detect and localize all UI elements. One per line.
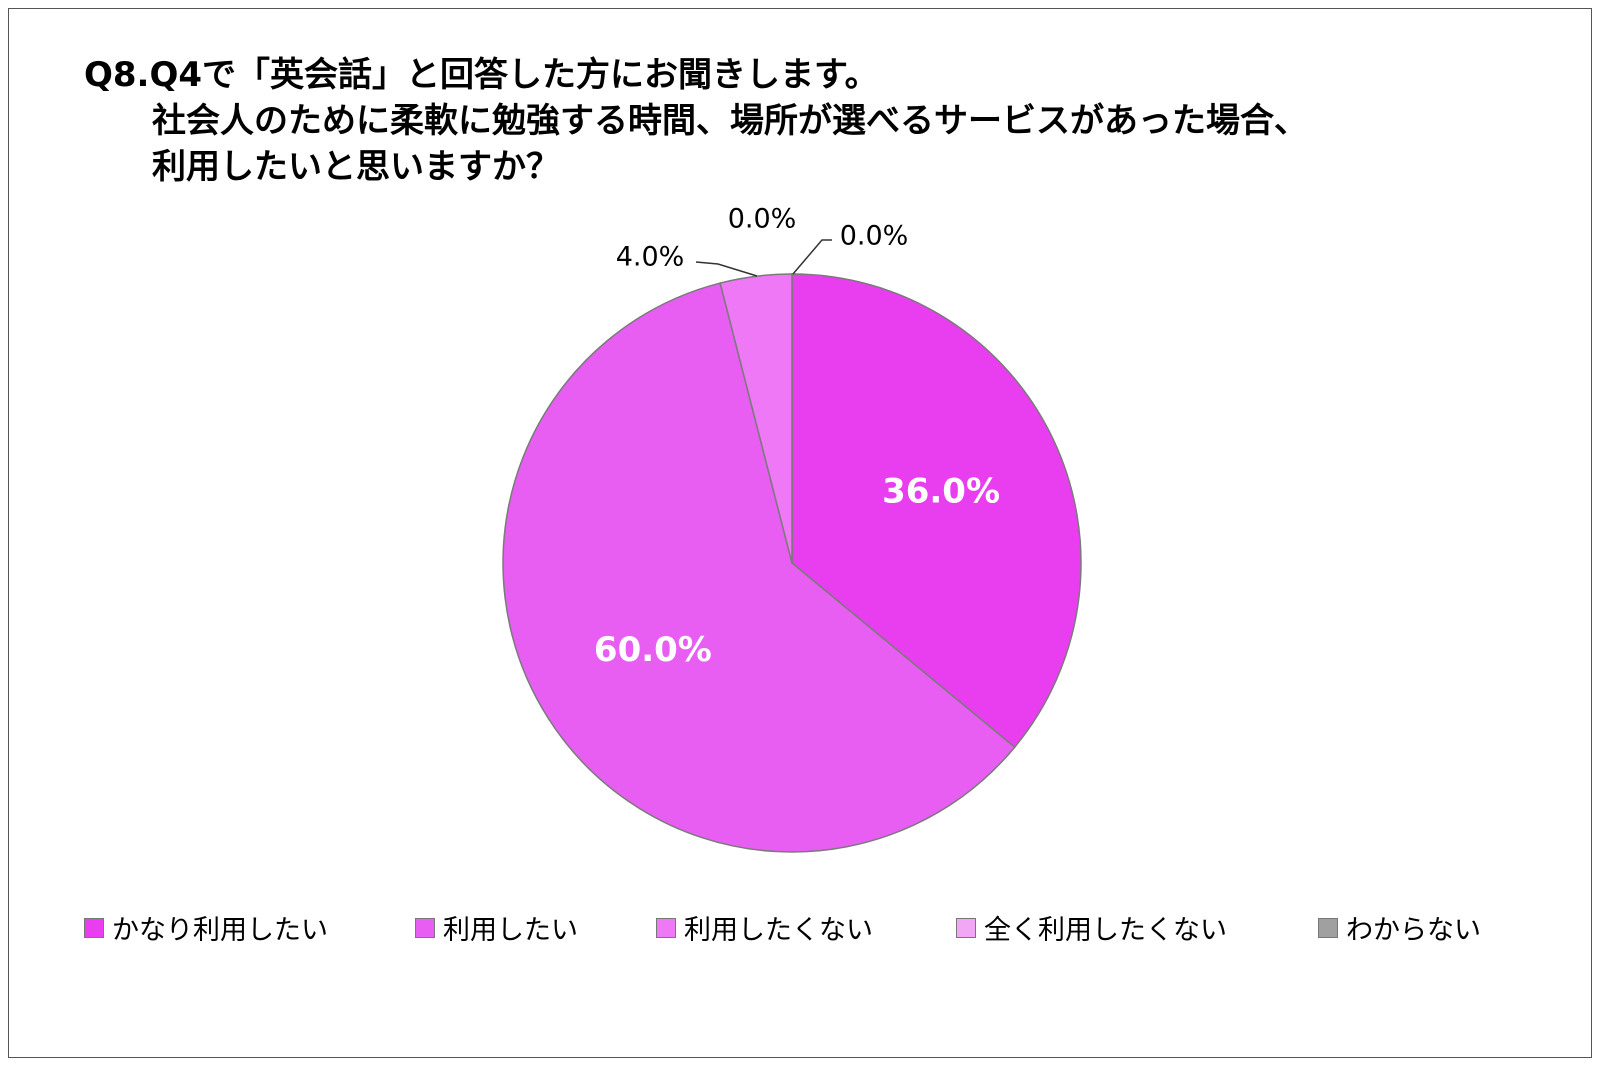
title-line-3: 利用したいと思いますか？ xyxy=(152,147,560,187)
legend-item-mattaku: 全く利用したくない xyxy=(956,908,1227,947)
legend-label: かなり利用したい xyxy=(112,915,328,946)
legend-label: わからない xyxy=(1346,915,1481,946)
slice-value-label: 4.0% xyxy=(616,242,685,273)
legend-label: 利用したい xyxy=(443,915,578,946)
slice-value-label: 0.0% xyxy=(840,221,909,252)
pie-slice xyxy=(791,273,1082,749)
legend-item-riyou: 利用したい xyxy=(415,908,578,947)
legend-swatch xyxy=(956,917,976,938)
chart-title: Q8.Q4で「英会話」と回答した方にお聞きします。 社会人のために柔軟に勉強する… xyxy=(84,52,1308,190)
title-line-2: 社会人のために柔軟に勉強する時間、場所が選べるサービスがあった場合、 xyxy=(152,101,1308,141)
legend-swatch xyxy=(84,917,104,938)
legend-label: 全く利用したくない xyxy=(984,915,1227,946)
legend-item-wakaranai: わからない xyxy=(1318,908,1481,947)
title-line-1: Q8.Q4で「英会話」と回答した方にお聞きします。 xyxy=(84,55,879,95)
slice-value-label: 60.0% xyxy=(594,630,712,670)
legend-swatch xyxy=(656,917,676,938)
legend-swatch xyxy=(1318,917,1338,938)
legend-item-riyou-naku: 利用したくない xyxy=(656,908,873,947)
legend-swatch xyxy=(415,917,435,938)
slice-value-label: 0.0% xyxy=(728,204,797,235)
pie-slice xyxy=(502,282,1016,853)
slice-value-label: 36.0% xyxy=(882,471,1000,511)
legend: かなり利用したい 利用したい 利用したくない 全く利用したくない わからない xyxy=(0,908,1600,948)
legend-label: 利用したくない xyxy=(684,915,873,946)
legend-item-kanari: かなり利用したい xyxy=(84,908,328,947)
leader-line xyxy=(695,261,758,277)
leader-line xyxy=(792,239,832,275)
